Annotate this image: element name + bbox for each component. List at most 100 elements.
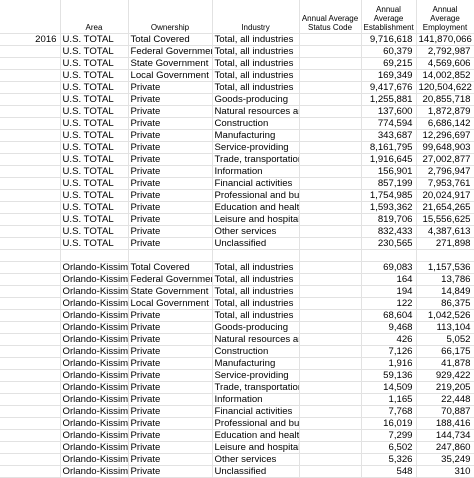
ownership-cell[interactable]: Total Covered	[128, 33, 213, 46]
establishment-cell[interactable]: 9,417,676	[361, 81, 417, 94]
employment-cell[interactable]: 21,654,265	[416, 201, 474, 214]
ownership-cell[interactable]: Private	[128, 333, 213, 346]
employment-cell[interactable]: 70,887	[416, 405, 474, 418]
ownership-cell[interactable]: Private	[128, 93, 213, 106]
employment-cell[interactable]: 15,556,625	[416, 213, 474, 226]
status-code-cell[interactable]	[299, 165, 362, 178]
empty-cell[interactable]	[128, 249, 213, 262]
ownership-cell[interactable]: Private	[128, 393, 213, 406]
employment-cell[interactable]: 2,796,947	[416, 165, 474, 178]
establishment-cell[interactable]: 59,136	[361, 369, 417, 382]
status-code-cell[interactable]	[299, 345, 362, 358]
establishment-cell[interactable]: 8,161,795	[361, 141, 417, 154]
year-cell[interactable]	[0, 93, 61, 106]
area-cell[interactable]: U.S. TOTAL	[60, 189, 129, 202]
establishment-cell[interactable]: 230,565	[361, 237, 417, 250]
ownership-cell[interactable]: Private	[128, 465, 213, 478]
establishment-cell[interactable]: 194	[361, 285, 417, 298]
header-ownership-cell[interactable]: Ownership	[128, 0, 213, 34]
establishment-cell[interactable]: 426	[361, 333, 417, 346]
establishment-cell[interactable]: 137,600	[361, 105, 417, 118]
industry-cell[interactable]: Professional and business services	[212, 189, 300, 202]
area-cell[interactable]: Orlando-Kissimmee-Sanford, FL MSA	[60, 417, 129, 430]
employment-cell[interactable]: 188,416	[416, 417, 474, 430]
industry-cell[interactable]: Manufacturing	[212, 357, 300, 370]
employment-cell[interactable]: 219,205	[416, 381, 474, 394]
year-cell[interactable]	[0, 69, 61, 82]
year-cell[interactable]	[0, 45, 61, 58]
empty-cell[interactable]	[416, 249, 474, 262]
year-cell[interactable]	[0, 213, 61, 226]
industry-cell[interactable]: Total, all industries	[212, 309, 300, 322]
ownership-cell[interactable]: Local Government	[128, 69, 213, 82]
establishment-cell[interactable]: 819,706	[361, 213, 417, 226]
area-cell[interactable]: Orlando-Kissimmee-Sanford, FL MSA	[60, 429, 129, 442]
industry-cell[interactable]: Education and health services	[212, 429, 300, 442]
establishment-cell[interactable]: 69,083	[361, 261, 417, 274]
ownership-cell[interactable]: Local Government	[128, 297, 213, 310]
status-code-cell[interactable]	[299, 285, 362, 298]
industry-cell[interactable]: Trade, transportation, and utilities	[212, 381, 300, 394]
ownership-cell[interactable]: Private	[128, 237, 213, 250]
industry-cell[interactable]: Service-providing	[212, 369, 300, 382]
area-cell[interactable]: U.S. TOTAL	[60, 33, 129, 46]
establishment-cell[interactable]: 68,604	[361, 309, 417, 322]
industry-cell[interactable]: Natural resources and mining	[212, 105, 300, 118]
industry-cell[interactable]: Professional and business services	[212, 417, 300, 430]
industry-cell[interactable]: Manufacturing	[212, 129, 300, 142]
year-cell[interactable]	[0, 393, 61, 406]
area-cell[interactable]: U.S. TOTAL	[60, 117, 129, 130]
employment-cell[interactable]: 1,042,526	[416, 309, 474, 322]
ownership-cell[interactable]: Private	[128, 357, 213, 370]
industry-cell[interactable]: Goods-producing	[212, 321, 300, 334]
ownership-cell[interactable]: Private	[128, 189, 213, 202]
employment-cell[interactable]: 14,002,852	[416, 69, 474, 82]
industry-cell[interactable]: Unclassified	[212, 237, 300, 250]
employment-cell[interactable]: 247,860	[416, 441, 474, 454]
header-year-cell[interactable]	[0, 0, 61, 34]
establishment-cell[interactable]: 343,687	[361, 129, 417, 142]
status-code-cell[interactable]	[299, 213, 362, 226]
employment-cell[interactable]: 13,786	[416, 273, 474, 286]
status-code-cell[interactable]	[299, 57, 362, 70]
employment-cell[interactable]: 99,648,903	[416, 141, 474, 154]
employment-cell[interactable]: 1,157,536	[416, 261, 474, 274]
industry-cell[interactable]: Total, all industries	[212, 285, 300, 298]
empty-cell[interactable]	[299, 249, 362, 262]
year-cell[interactable]	[0, 129, 61, 142]
year-cell[interactable]: 2016	[0, 33, 61, 46]
status-code-cell[interactable]	[299, 129, 362, 142]
status-code-cell[interactable]	[299, 45, 362, 58]
area-cell[interactable]: Orlando-Kissimmee-Sanford, FL MSA	[60, 285, 129, 298]
area-cell[interactable]: U.S. TOTAL	[60, 81, 129, 94]
status-code-cell[interactable]	[299, 441, 362, 454]
status-code-cell[interactable]	[299, 429, 362, 442]
area-cell[interactable]: Orlando-Kissimmee-Sanford, FL MSA	[60, 405, 129, 418]
establishment-cell[interactable]: 7,768	[361, 405, 417, 418]
ownership-cell[interactable]: Federal Government	[128, 45, 213, 58]
establishment-cell[interactable]: 6,502	[361, 441, 417, 454]
ownership-cell[interactable]: Private	[128, 405, 213, 418]
establishment-cell[interactable]: 9,716,618	[361, 33, 417, 46]
status-code-cell[interactable]	[299, 117, 362, 130]
area-cell[interactable]: Orlando-Kissimmee-Sanford, FL MSA	[60, 261, 129, 274]
status-code-cell[interactable]	[299, 309, 362, 322]
industry-cell[interactable]: Goods-producing	[212, 93, 300, 106]
area-cell[interactable]: Orlando-Kissimmee-Sanford, FL MSA	[60, 441, 129, 454]
employment-cell[interactable]: 20,024,917	[416, 189, 474, 202]
employment-cell[interactable]: 20,855,718	[416, 93, 474, 106]
establishment-cell[interactable]: 1,593,362	[361, 201, 417, 214]
industry-cell[interactable]: Total, all industries	[212, 81, 300, 94]
year-cell[interactable]	[0, 153, 61, 166]
employment-cell[interactable]: 7,953,761	[416, 177, 474, 190]
status-code-cell[interactable]	[299, 417, 362, 430]
status-code-cell[interactable]	[299, 465, 362, 478]
employment-cell[interactable]: 4,387,613	[416, 225, 474, 238]
area-cell[interactable]: U.S. TOTAL	[60, 129, 129, 142]
establishment-cell[interactable]: 1,754,985	[361, 189, 417, 202]
area-cell[interactable]: U.S. TOTAL	[60, 153, 129, 166]
year-cell[interactable]	[0, 105, 61, 118]
year-cell[interactable]	[0, 369, 61, 382]
ownership-cell[interactable]: Private	[128, 129, 213, 142]
area-cell[interactable]: Orlando-Kissimmee-Sanford, FL MSA	[60, 333, 129, 346]
